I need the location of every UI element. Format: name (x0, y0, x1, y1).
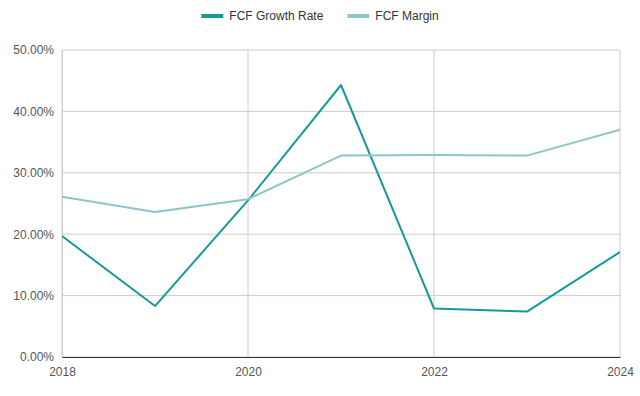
chart: 0.00%10.00%20.00%30.00%40.00%50.00%20182… (0, 0, 640, 396)
y-tick-label: 0.00% (20, 350, 54, 364)
x-axis-line (63, 357, 621, 358)
grid-line (62, 50, 63, 357)
x-tick: 2020 (235, 357, 262, 379)
x-tick-label: 2018 (49, 365, 76, 379)
grid-line (62, 50, 620, 51)
y-axis: 0.00% 10.00% 20.00% 30.00% 40.00% 50.00% (13, 43, 62, 364)
legend-item: FCF Growth Rate (201, 9, 323, 23)
series-line (62, 85, 620, 312)
x-tick: 2018 (49, 357, 76, 379)
y-tick-label: 40.00% (13, 105, 54, 119)
grid-line (248, 50, 249, 357)
grid-line (62, 357, 620, 358)
x-tick: 2024 (607, 357, 634, 379)
y-tick-label: 50.00% (13, 43, 54, 57)
legend-swatch (347, 14, 369, 18)
legend: FCF Growth Rate FCF Margin (201, 9, 438, 23)
plot-area (62, 85, 620, 312)
y-tick: 40.00% (13, 105, 62, 119)
y-tick-label: 10.00% (13, 289, 54, 303)
y-tick: 30.00% (13, 166, 62, 180)
legend-swatch (201, 14, 223, 18)
grid-line (62, 234, 620, 235)
grid-line (62, 172, 620, 173)
grid (62, 50, 620, 357)
grid-line (62, 111, 620, 112)
y-tick-label: 20.00% (13, 228, 54, 242)
grid-line (620, 50, 621, 357)
x-tick: 2022 (421, 357, 448, 379)
series-line (62, 130, 620, 212)
y-tick: 50.00% (13, 43, 62, 57)
grid-line (434, 50, 435, 357)
x-axis: 2018 2020 2022 2024 (49, 357, 634, 379)
y-tick: 20.00% (13, 228, 62, 242)
grid-line (62, 295, 620, 296)
legend-item: FCF Margin (347, 9, 438, 23)
legend-label: FCF Growth Rate (229, 9, 323, 23)
x-tick-label: 2022 (421, 365, 448, 379)
x-tick-label: 2024 (607, 365, 634, 379)
y-axis-line (62, 51, 63, 358)
x-tick-label: 2020 (235, 365, 262, 379)
y-tick: 0.00% (20, 350, 62, 364)
y-tick-label: 30.00% (13, 166, 54, 180)
y-tick: 10.00% (13, 289, 62, 303)
legend-label: FCF Margin (375, 9, 438, 23)
